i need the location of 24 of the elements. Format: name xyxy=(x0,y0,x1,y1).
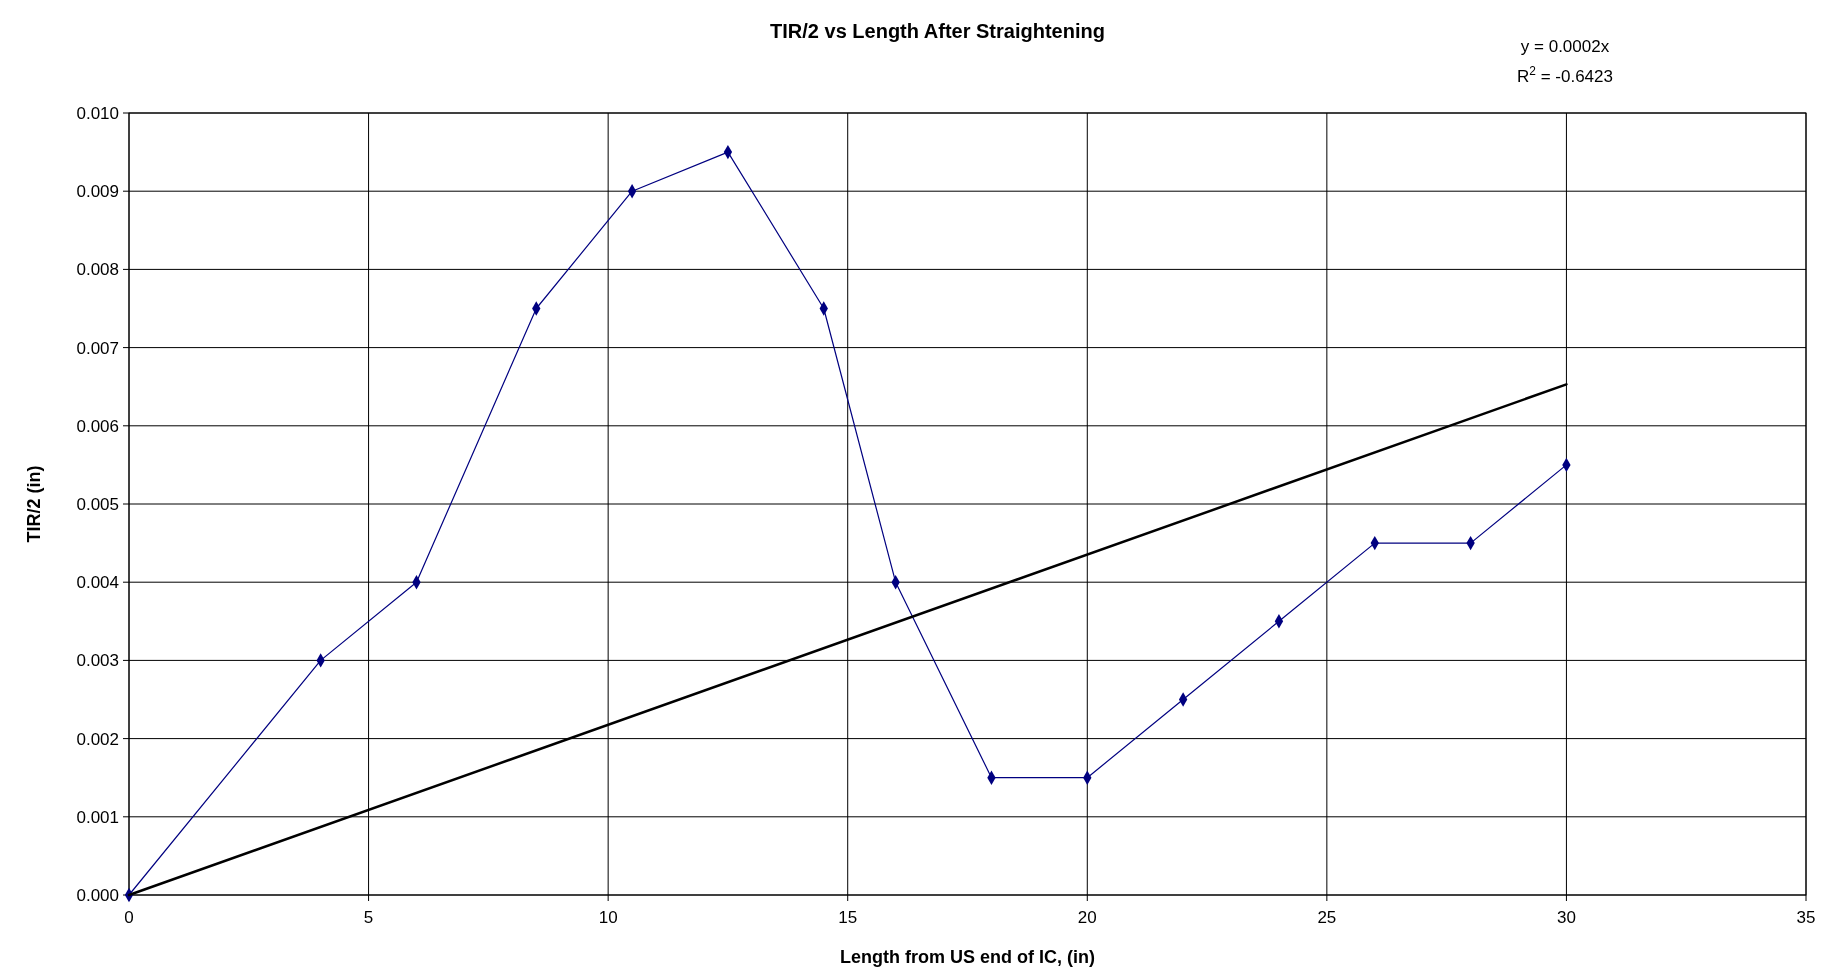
x-tick-label: 10 xyxy=(598,908,618,927)
x-tick-label: 35 xyxy=(1796,908,1816,927)
x-tick-label: 0 xyxy=(124,908,134,927)
y-tick-label: 0.006 xyxy=(76,416,119,436)
y-tick-label: 0.010 xyxy=(76,103,119,123)
text: y = 0.0002x xyxy=(1520,37,1610,56)
y-tick-label: 0.007 xyxy=(76,338,119,358)
chart-title: TIR/2 vs Length After Straightening xyxy=(770,20,1105,42)
x-tick-label: 25 xyxy=(1317,908,1337,927)
y-tick-label: 0.002 xyxy=(76,729,119,749)
y-tick-label: 0.005 xyxy=(76,494,119,514)
y-tick-label: 0.008 xyxy=(76,260,119,280)
x-tick-label: 30 xyxy=(1556,908,1576,927)
x-tick-label: 5 xyxy=(363,908,374,927)
y-tick-label: 0.001 xyxy=(76,807,119,827)
y-tick-label: 0.009 xyxy=(76,182,119,202)
y-tick-label: 0.004 xyxy=(76,573,119,593)
text: R$^{2}$ = -0.6423 xyxy=(1517,64,1613,86)
y-tick-label: 0.000 xyxy=(76,885,119,905)
x-axis-title: Length from US end of IC, (in) xyxy=(840,947,1095,967)
x-tick-label: 15 xyxy=(838,908,858,927)
y-axis-title: TIR/2 (in) xyxy=(24,465,44,543)
y-tick-label: 0.003 xyxy=(76,651,119,671)
x-tick-label: 20 xyxy=(1077,908,1097,927)
